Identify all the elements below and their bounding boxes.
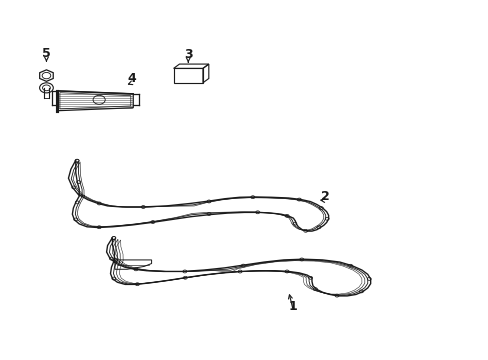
Text: 3: 3 xyxy=(183,48,192,61)
Text: 2: 2 xyxy=(320,190,329,203)
Text: 4: 4 xyxy=(127,72,136,85)
Text: 5: 5 xyxy=(42,47,51,60)
Text: 1: 1 xyxy=(288,300,297,313)
